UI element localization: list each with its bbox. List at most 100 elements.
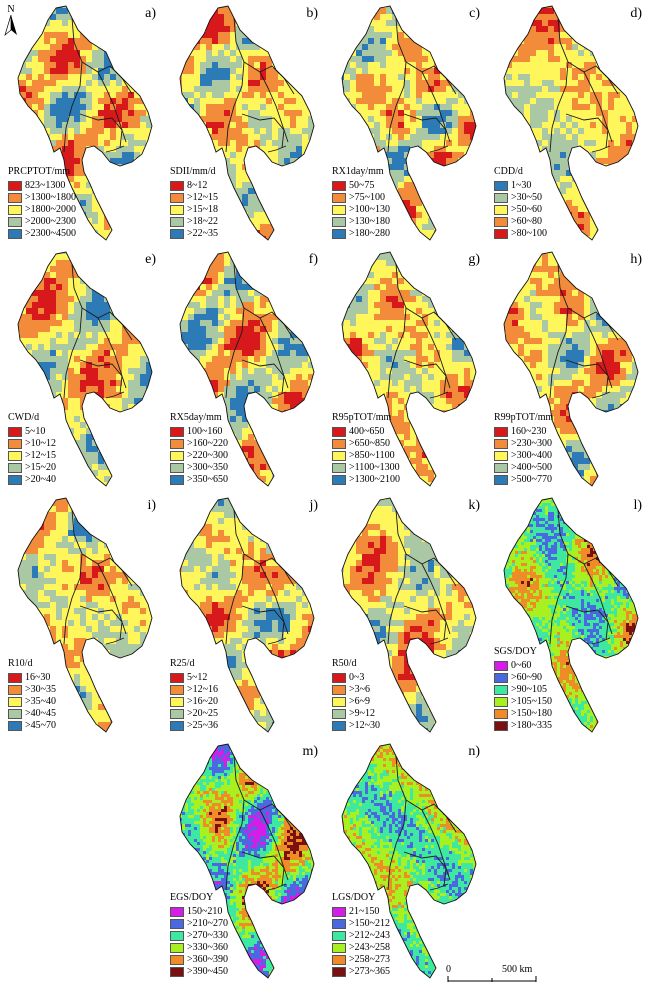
legend-swatch [494, 673, 508, 683]
map-panel: n) LGS/DOY 21~150 >150~212 >212~243 >243~258 >… [326, 740, 488, 986]
legend-swatch [332, 907, 346, 917]
country-border [79, 605, 123, 641]
country-border [565, 113, 609, 149]
map-panel: h) R99pTOT/mm 160~230 >230~300 >300~400 >400~… [488, 248, 650, 494]
legend-swatch [170, 427, 184, 437]
country-border [81, 553, 127, 635]
coastline [341, 5, 477, 241]
country-border [241, 359, 285, 395]
legend-class-label: >130~180 [349, 216, 390, 228]
legend-item: >60~80 [494, 216, 547, 228]
legend-item: >500~770 [494, 474, 553, 486]
legend-item: 400~650 [332, 426, 400, 438]
legend-class-label: >30~35 [25, 684, 56, 696]
legend-class-label: >1300~2100 [349, 474, 400, 486]
legend-title: SDII/mm/d [170, 166, 218, 178]
panel-label: e) [145, 252, 156, 268]
country-border [243, 61, 289, 143]
legend-title: CDD/d [494, 166, 547, 178]
map-legend: R50/d 0~3 >3~6 >6~9 >9~12 >12~30 [332, 658, 380, 732]
legend-class-label: >500~770 [511, 474, 552, 486]
legend-class-label: >273~365 [349, 966, 390, 978]
legend-swatch [494, 205, 508, 215]
map-svg [179, 497, 315, 733]
legend-class-label: >270~330 [187, 930, 228, 942]
panel-label: c) [469, 6, 480, 22]
legend-item: >60~90 [494, 672, 552, 684]
legend-swatch [332, 193, 346, 203]
legend-class-label: >75~100 [349, 192, 385, 204]
legend-item: 823~1300 [8, 180, 76, 192]
coastline [341, 497, 477, 733]
legend-swatch [332, 931, 346, 941]
coastline [17, 497, 153, 733]
legend-item: 50~75 [332, 180, 390, 192]
legend-item: >90~105 [494, 684, 552, 696]
legend-item: >210~270 [170, 918, 228, 930]
legend-class-label: >30~50 [511, 192, 542, 204]
country-border [403, 113, 447, 149]
country-border [405, 307, 451, 389]
coastline [179, 743, 315, 979]
legend-item: >40~45 [8, 708, 56, 720]
legend-item: >400~500 [494, 462, 553, 474]
coastline [179, 251, 315, 487]
legend-swatch [332, 967, 346, 977]
legend-item: >160~220 [170, 438, 228, 450]
legend-item: >25~36 [170, 720, 218, 732]
legend-swatch [8, 181, 22, 191]
legend-swatch [494, 193, 508, 203]
legend-swatch [170, 697, 184, 707]
legend-swatch [332, 463, 346, 473]
legend-item: >12~15 [8, 450, 56, 462]
legend-swatch [494, 475, 508, 485]
legend-item: 0~3 [332, 672, 380, 684]
legend-swatch [170, 673, 184, 683]
legend-item: >20~25 [170, 708, 218, 720]
legend-title: R10/d [8, 658, 56, 670]
map-legend: SDII/mm/d 8~12 >12~15 >15~18 >18~22 >22~35 [170, 166, 218, 240]
country-border [565, 605, 609, 641]
map-legend: CDD/d 1~30 >30~50 >50~60 >60~80 >80~100 [494, 166, 547, 240]
country-border [243, 553, 289, 635]
legend-swatch [170, 229, 184, 239]
legend-class-label: 400~650 [349, 426, 384, 438]
legend-swatch [8, 475, 22, 485]
legend-title: R25/d [170, 658, 218, 670]
country-border [225, 263, 245, 399]
map-legend: R25/d 5~12 >12~16 >16~20 >20~25 >25~36 [170, 658, 218, 732]
country-border [63, 263, 83, 399]
map-svg [341, 743, 477, 979]
legend-swatch [170, 181, 184, 191]
legend-item: >9~12 [332, 708, 380, 720]
country-border [79, 113, 123, 149]
legend-item: >3~6 [332, 684, 380, 696]
legend-class-label: 0~60 [511, 660, 531, 672]
legend-swatch [8, 205, 22, 215]
legend-item: >300~350 [170, 462, 228, 474]
map-legend: R95pTOT/mm 400~650 >650~850 >850~1100 >1100~… [332, 412, 400, 486]
map-panel: b) SDII/mm/d 8~12 >12~15 >15~18 >18~22 >22~35 [164, 2, 326, 248]
legend-swatch [8, 229, 22, 239]
scale-distance: 500 km [502, 964, 532, 975]
legend-swatch [332, 427, 346, 437]
legend-item: >22~35 [170, 228, 218, 240]
legend-class-label: >243~258 [349, 942, 390, 954]
map-svg [503, 251, 639, 487]
legend-item: >350~650 [170, 474, 228, 486]
map-svg [17, 497, 153, 733]
country-border [79, 359, 123, 395]
country-border [403, 851, 447, 887]
legend-swatch [170, 205, 184, 215]
legend-swatch [8, 439, 22, 449]
map-legend: CWD/d 5~10 >10~12 >12~15 >15~20 >20~40 [8, 412, 56, 486]
legend-item: >650~850 [332, 438, 400, 450]
legend-swatch [170, 475, 184, 485]
legend-swatch [494, 709, 508, 719]
map-svg [17, 5, 153, 241]
map-legend: LGS/DOY 21~150 >150~212 >212~243 >243~258 >25… [332, 892, 390, 978]
legend-item: >1300~1800 [8, 192, 76, 204]
legend-item: >130~180 [332, 216, 390, 228]
panel-label: i) [147, 498, 156, 514]
map-svg [179, 251, 315, 487]
